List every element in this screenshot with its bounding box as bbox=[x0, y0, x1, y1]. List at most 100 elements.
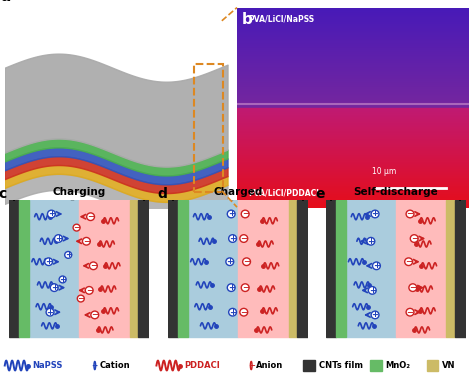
Bar bbox=[237, 18, 469, 19]
Bar bbox=[237, 55, 469, 56]
Bar bbox=[237, 117, 469, 118]
Text: +: + bbox=[55, 234, 62, 243]
Bar bbox=[237, 100, 469, 101]
Bar bbox=[237, 170, 469, 171]
Text: PVA/LiCl/NaPSS: PVA/LiCl/NaPSS bbox=[248, 15, 315, 23]
Bar bbox=[237, 154, 469, 155]
Bar bbox=[237, 197, 469, 198]
Bar bbox=[237, 68, 469, 69]
Bar bbox=[237, 130, 469, 131]
Text: −: − bbox=[248, 361, 255, 370]
Bar bbox=[237, 134, 469, 135]
Bar bbox=[237, 153, 469, 154]
Bar bbox=[237, 86, 469, 87]
Circle shape bbox=[85, 287, 93, 294]
Bar bbox=[237, 103, 469, 104]
Text: −: − bbox=[83, 237, 90, 246]
Bar bbox=[19, 200, 29, 337]
Circle shape bbox=[406, 308, 414, 316]
Text: VN: VN bbox=[442, 361, 455, 370]
Bar bbox=[237, 12, 469, 14]
Bar bbox=[237, 39, 469, 40]
Bar bbox=[237, 183, 469, 184]
Text: −: − bbox=[86, 286, 93, 295]
Bar bbox=[237, 205, 469, 206]
Bar bbox=[237, 185, 469, 186]
Bar bbox=[326, 200, 336, 337]
Bar bbox=[237, 166, 469, 167]
Bar bbox=[237, 139, 469, 140]
Bar bbox=[237, 48, 469, 49]
Bar bbox=[427, 360, 438, 371]
Text: +: + bbox=[45, 257, 52, 266]
Bar bbox=[9, 200, 19, 337]
Text: b: b bbox=[242, 12, 253, 26]
Text: −: − bbox=[410, 234, 418, 243]
Bar bbox=[237, 53, 469, 54]
Bar bbox=[237, 203, 469, 204]
Circle shape bbox=[90, 262, 97, 270]
Bar bbox=[237, 121, 469, 122]
Circle shape bbox=[243, 258, 250, 265]
Bar bbox=[237, 164, 469, 165]
Bar bbox=[237, 207, 469, 208]
Bar bbox=[237, 137, 469, 138]
Text: Charged: Charged bbox=[213, 187, 263, 197]
Bar bbox=[237, 182, 469, 183]
Bar bbox=[237, 66, 469, 67]
Bar bbox=[237, 159, 469, 160]
Bar bbox=[237, 179, 469, 180]
Bar bbox=[237, 98, 469, 99]
Circle shape bbox=[55, 235, 63, 242]
Bar bbox=[237, 174, 469, 175]
Bar bbox=[237, 162, 469, 163]
Text: +: + bbox=[373, 261, 380, 270]
Bar bbox=[237, 195, 469, 196]
Bar bbox=[237, 113, 469, 114]
Bar bbox=[237, 108, 469, 109]
Bar bbox=[237, 22, 469, 23]
Bar bbox=[237, 20, 469, 22]
Bar bbox=[237, 188, 469, 189]
Bar bbox=[237, 57, 469, 59]
Text: NaPSS: NaPSS bbox=[32, 361, 63, 370]
Bar bbox=[237, 198, 469, 199]
Bar bbox=[237, 45, 469, 46]
Circle shape bbox=[94, 361, 96, 370]
Bar bbox=[237, 83, 469, 84]
Circle shape bbox=[406, 210, 414, 218]
Bar bbox=[237, 116, 469, 117]
Circle shape bbox=[226, 258, 234, 265]
Text: PDDACl: PDDACl bbox=[184, 361, 219, 370]
Bar bbox=[237, 78, 469, 79]
Bar bbox=[237, 169, 469, 170]
Text: d: d bbox=[157, 186, 167, 200]
Bar bbox=[237, 202, 469, 203]
Bar bbox=[237, 88, 469, 89]
Bar bbox=[237, 11, 469, 12]
Text: −: − bbox=[90, 261, 97, 270]
Bar bbox=[237, 8, 469, 9]
Bar bbox=[455, 200, 466, 337]
Bar bbox=[237, 26, 469, 28]
Bar bbox=[237, 140, 469, 141]
Text: Charging: Charging bbox=[53, 187, 106, 197]
Bar bbox=[237, 152, 469, 153]
Bar bbox=[237, 122, 469, 123]
Bar bbox=[237, 46, 469, 48]
Bar bbox=[237, 114, 469, 115]
Bar bbox=[237, 125, 469, 126]
Text: −: − bbox=[405, 257, 412, 266]
Bar bbox=[237, 145, 469, 146]
Bar bbox=[237, 105, 469, 106]
Text: −: − bbox=[87, 212, 94, 221]
Bar bbox=[447, 200, 455, 337]
Text: MnO₂: MnO₂ bbox=[385, 361, 410, 370]
Text: CNTs film: CNTs film bbox=[319, 361, 363, 370]
Circle shape bbox=[368, 287, 376, 294]
Circle shape bbox=[59, 276, 66, 283]
Text: Cation: Cation bbox=[100, 361, 130, 370]
Bar bbox=[237, 115, 469, 116]
Bar bbox=[237, 31, 469, 32]
Bar bbox=[237, 54, 469, 55]
